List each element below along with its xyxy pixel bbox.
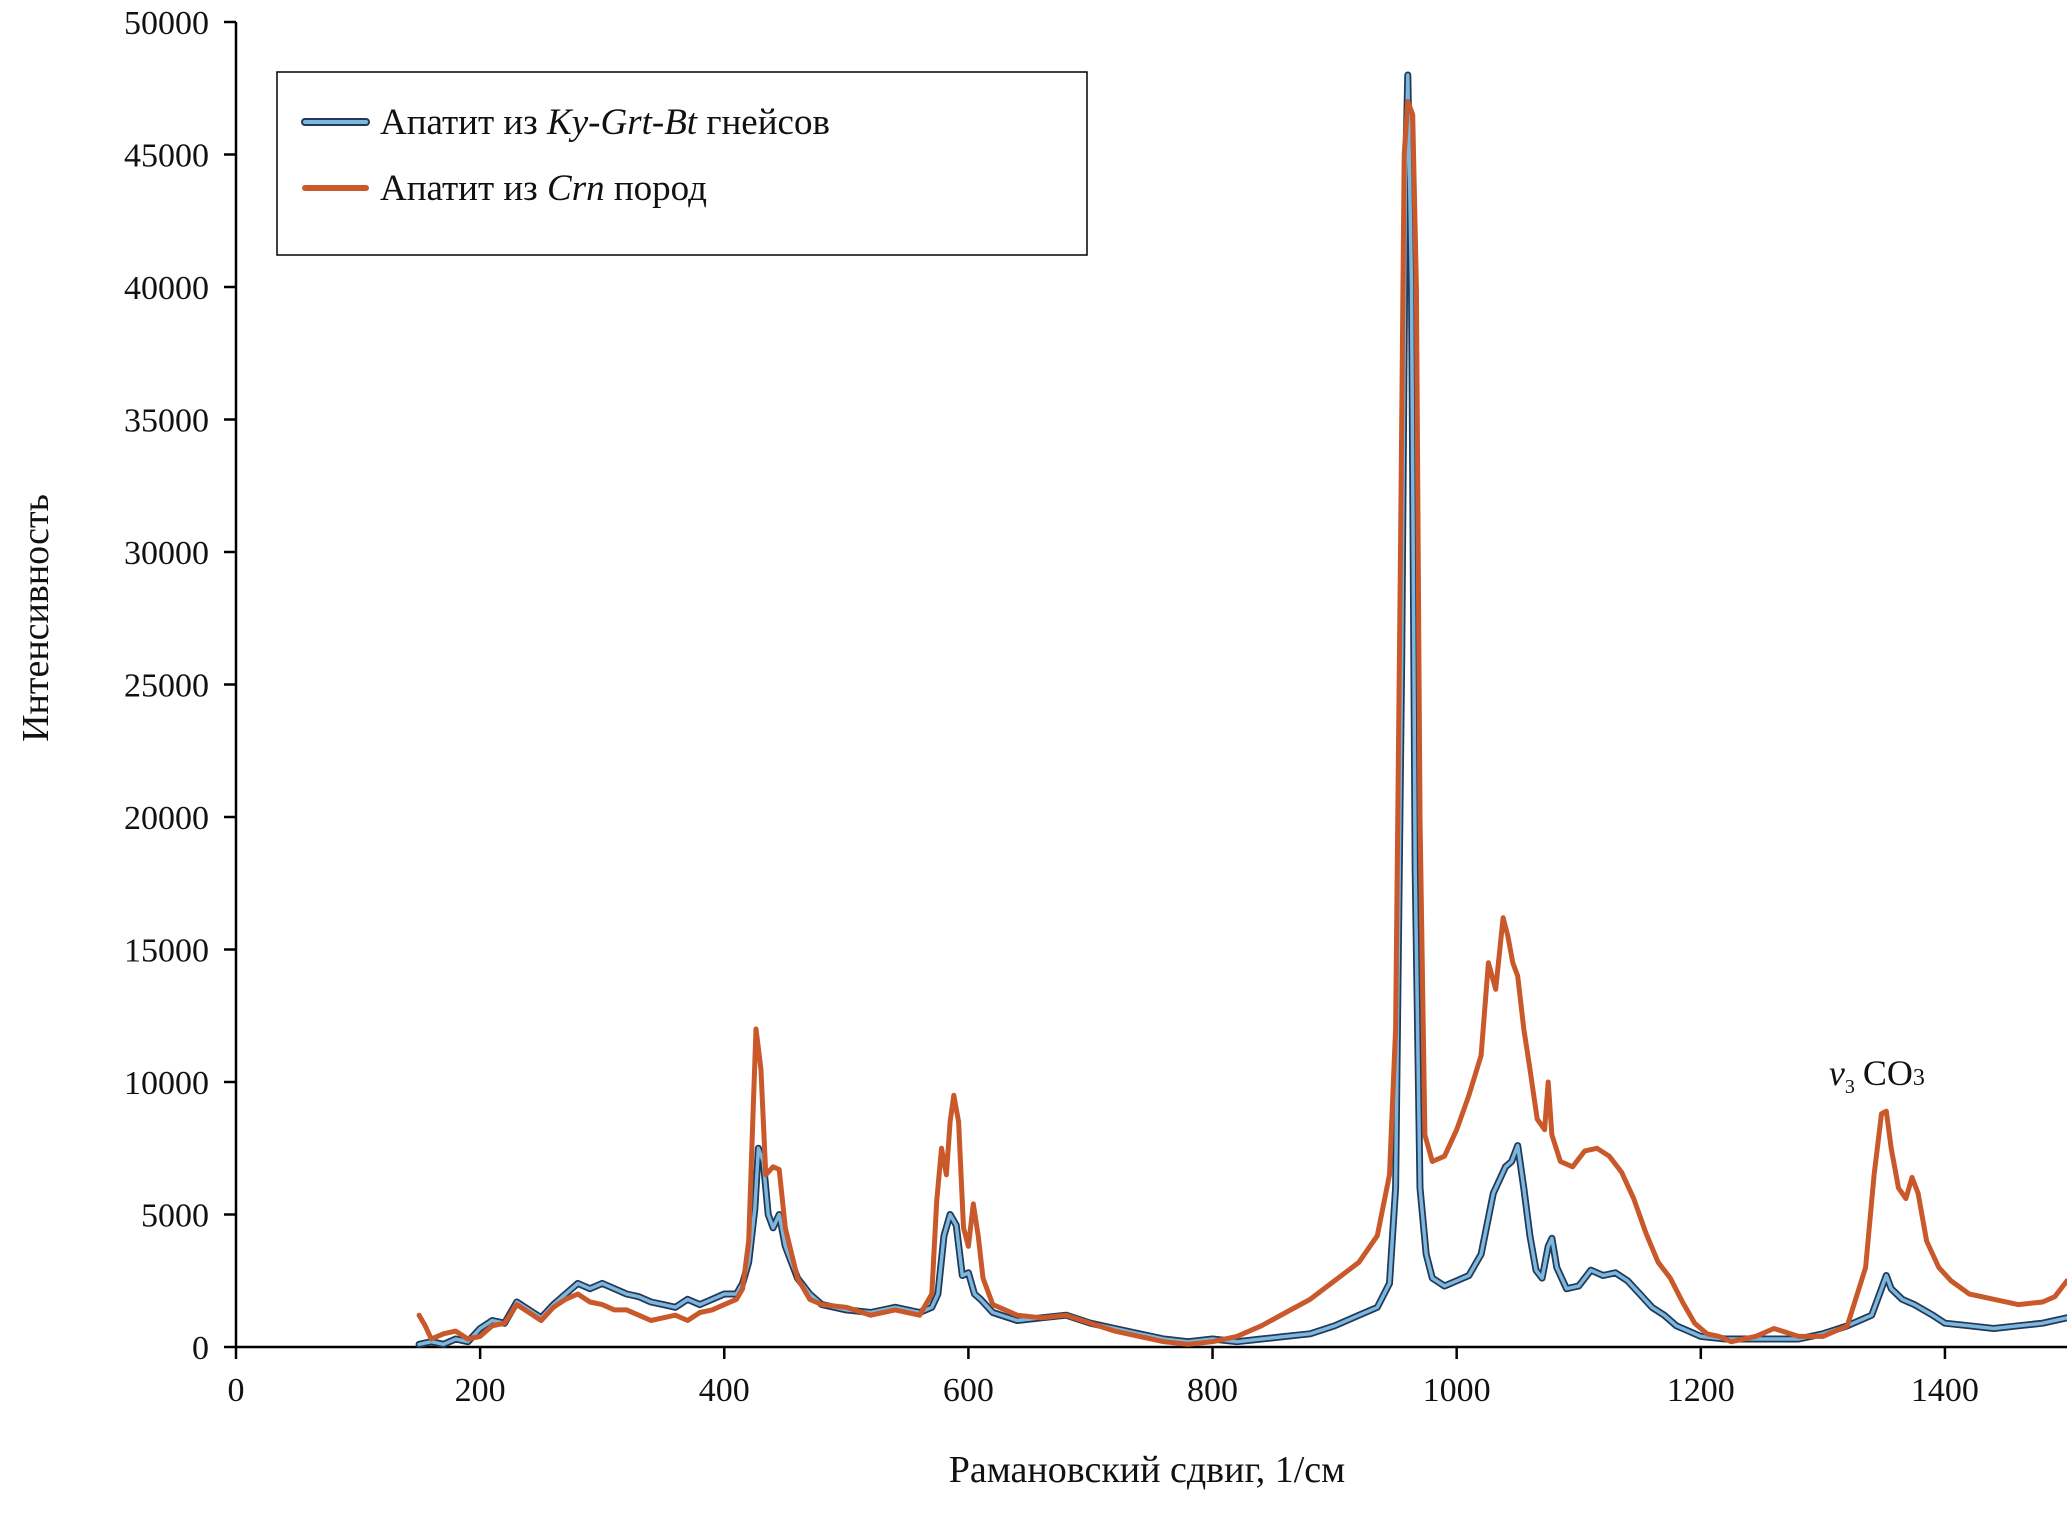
series-layer bbox=[415, 71, 2067, 1348]
y-tick-label: 5000 bbox=[141, 1198, 209, 1235]
x-tick-label: 1000 bbox=[1423, 1372, 1491, 1409]
legend-item-2: Апатит из Crn пород bbox=[302, 168, 707, 209]
annotation-v3-co3: v3 CO3 bbox=[1829, 1053, 1925, 1098]
legend-items: Апатит из Ky-Grt-Bt гнейсов Апатит из Crn… bbox=[301, 102, 830, 209]
y-axis-title: Интенсивность bbox=[15, 494, 57, 742]
x-axis-title: Рамановский сдвиг, 1/см bbox=[949, 1449, 1345, 1491]
y-axis-ticks: 0 5000 10000 15000 20000 25000 30000 35000 40000… bbox=[124, 5, 236, 1367]
x-tick-label: 600 bbox=[943, 1372, 994, 1409]
x-tick-label: 200 bbox=[455, 1372, 506, 1409]
x-tick-label: 0 bbox=[228, 1372, 245, 1409]
y-tick-label: 10000 bbox=[124, 1065, 209, 1102]
x-tick-label: 800 bbox=[1187, 1372, 1238, 1409]
x-axis-ticks: 0 200 400 600 800 1000 1200 1400 bbox=[228, 1347, 1979, 1409]
y-tick-label: 0 bbox=[192, 1330, 209, 1367]
legend-label: Апатит из Crn пород bbox=[380, 168, 707, 209]
series-line-outline bbox=[415, 71, 2067, 1348]
y-tick-label: 50000 bbox=[124, 5, 209, 42]
y-tick-label: 25000 bbox=[124, 668, 209, 705]
legend-item-1: Апатит из Ky-Grt-Bt гнейсов bbox=[301, 102, 830, 143]
x-tick-label: 1400 bbox=[1911, 1372, 1979, 1409]
y-tick-label: 30000 bbox=[124, 535, 209, 572]
y-tick-label: 40000 bbox=[124, 270, 209, 307]
y-tick-label: 35000 bbox=[124, 403, 209, 440]
annotation-text: v3 CO3 bbox=[1829, 1053, 1925, 1098]
series-2 bbox=[416, 99, 2067, 1347]
x-tick-label: 400 bbox=[699, 1372, 750, 1409]
x-tick-label: 1200 bbox=[1667, 1372, 1735, 1409]
series-line bbox=[417, 73, 2067, 1347]
series-line bbox=[416, 99, 2067, 1347]
legend: Апатит из Ky-Grt-Bt гнейсов Апатит из Crn… bbox=[276, 71, 1088, 256]
y-tick-label: 15000 bbox=[124, 933, 209, 970]
legend-label: Апатит из Ky-Grt-Bt гнейсов bbox=[380, 102, 830, 143]
y-tick-label: 45000 bbox=[124, 138, 209, 175]
y-tick-label: 20000 bbox=[124, 800, 209, 837]
legend-box bbox=[276, 71, 1088, 256]
series-1 bbox=[415, 71, 2067, 1348]
